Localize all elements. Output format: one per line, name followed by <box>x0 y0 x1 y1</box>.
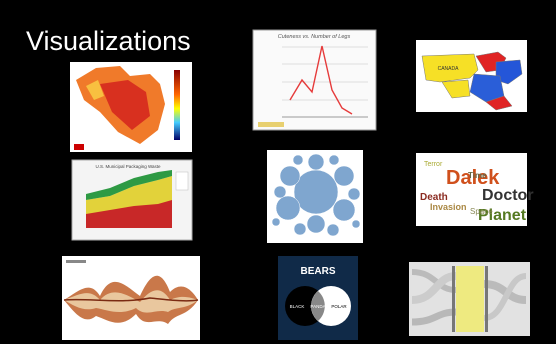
shape <box>275 195 301 221</box>
venn-thumbnail: BEARS BLACK PANDA POLAR <box>278 256 358 340</box>
shape <box>416 153 527 226</box>
shape <box>351 219 361 229</box>
word: Death <box>420 192 448 203</box>
line-chart-title: Cuteness vs. Number of Legs <box>278 34 351 40</box>
shape <box>332 198 356 222</box>
line-chart-thumbnail: Cuteness vs. Number of Legs <box>252 29 377 131</box>
shape <box>292 154 304 166</box>
shape <box>293 169 339 215</box>
shape <box>66 260 86 263</box>
shape <box>279 165 301 187</box>
shape <box>86 170 172 200</box>
shape <box>326 223 340 237</box>
shape <box>63 297 199 302</box>
word: Dalek <box>446 167 500 189</box>
shape <box>273 185 287 199</box>
shape <box>421 53 479 83</box>
shape <box>74 144 84 150</box>
shape <box>100 80 150 130</box>
venn-label: BLACK <box>290 304 305 309</box>
word: Space <box>470 207 493 216</box>
shape <box>86 80 104 100</box>
streamgraph-thumbnail <box>62 256 200 340</box>
shape <box>271 217 281 227</box>
slide-title: Visualizations <box>26 26 191 56</box>
area-chart-thumbnail: U.S. Municipal Packaging Waste <box>71 159 193 241</box>
venn-label: PANDA <box>310 304 325 309</box>
word: Time <box>468 171 487 180</box>
heatmap-thumbnail <box>70 62 192 152</box>
word: Planet <box>478 207 527 224</box>
shape <box>328 154 340 166</box>
shape <box>307 153 325 171</box>
sankey-thumbnail <box>409 262 530 336</box>
shape <box>86 200 172 228</box>
shape <box>64 290 198 313</box>
shape <box>289 45 353 115</box>
venn-title: BEARS <box>300 266 335 277</box>
bubble-chart-thumbnail <box>267 150 363 243</box>
shape <box>333 165 355 187</box>
word: Terror <box>424 161 443 168</box>
shape <box>293 222 307 236</box>
area-chart-title: U.S. Municipal Packaging Waste <box>95 164 161 169</box>
shape <box>347 187 361 201</box>
word-cloud-thumbnail: Dalek Doctor Planet Death Invasion Time … <box>416 153 534 226</box>
shape <box>485 95 513 111</box>
shape <box>258 122 284 127</box>
shape <box>441 79 471 99</box>
shape <box>411 272 457 304</box>
shape <box>483 273 527 321</box>
map-thumbnail: CANADA <box>416 40 527 112</box>
word: Doctor <box>482 187 534 204</box>
shape <box>411 269 457 293</box>
map-label: CANADA <box>438 66 460 72</box>
shape <box>456 266 484 332</box>
venn-label: POLAR <box>331 304 347 309</box>
word: Invasion <box>430 202 467 212</box>
shape <box>306 214 326 234</box>
shape <box>174 70 180 140</box>
shape <box>485 266 488 332</box>
shape <box>411 308 457 326</box>
shape <box>311 291 325 321</box>
shape <box>175 171 189 191</box>
shape <box>452 266 455 332</box>
